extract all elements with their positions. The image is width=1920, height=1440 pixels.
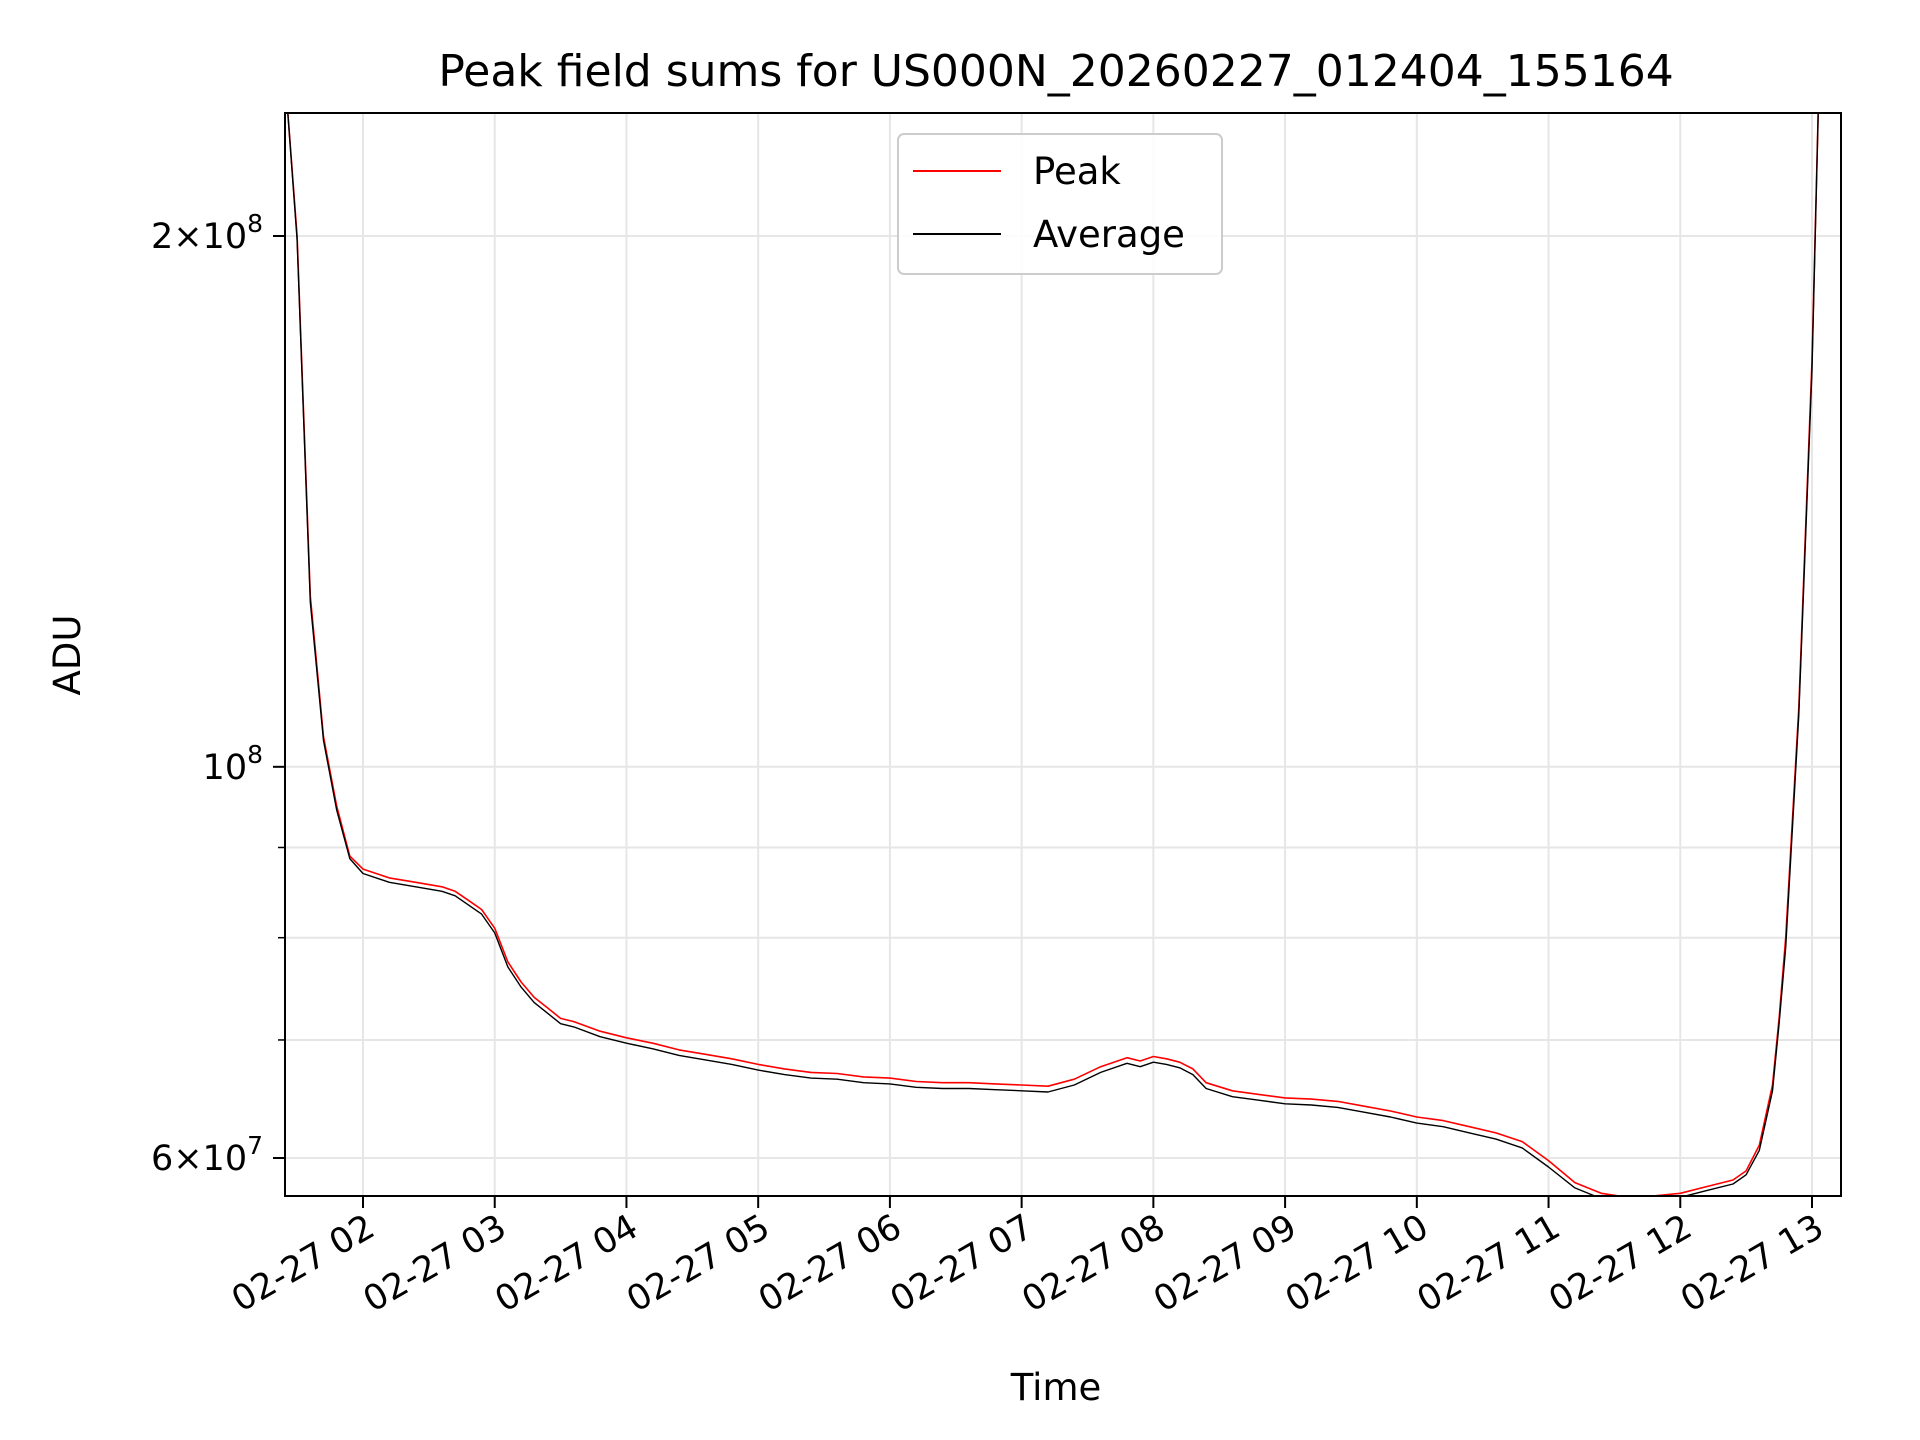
- series-line-average: [287, 113, 1819, 1196]
- legend-average-label: Average: [1033, 213, 1185, 256]
- y-tick-label: 6×107: [151, 1131, 263, 1179]
- legend: Peak Average: [897, 133, 1223, 275]
- legend-box: [897, 133, 1223, 275]
- x-axis-label: Time: [1010, 1366, 1102, 1409]
- chart-title: Peak field sums for US000N_20260227_0124…: [438, 46, 1673, 97]
- plot-frame: [284, 112, 1842, 1197]
- y-tick-label: 2×108: [151, 209, 263, 257]
- legend-peak-label: Peak: [1033, 150, 1121, 193]
- y-axis-ticks: 6×107 108 2×108: [151, 209, 285, 1179]
- y-axis-label: ADU: [46, 615, 89, 696]
- y-tick-label: 108: [203, 740, 263, 788]
